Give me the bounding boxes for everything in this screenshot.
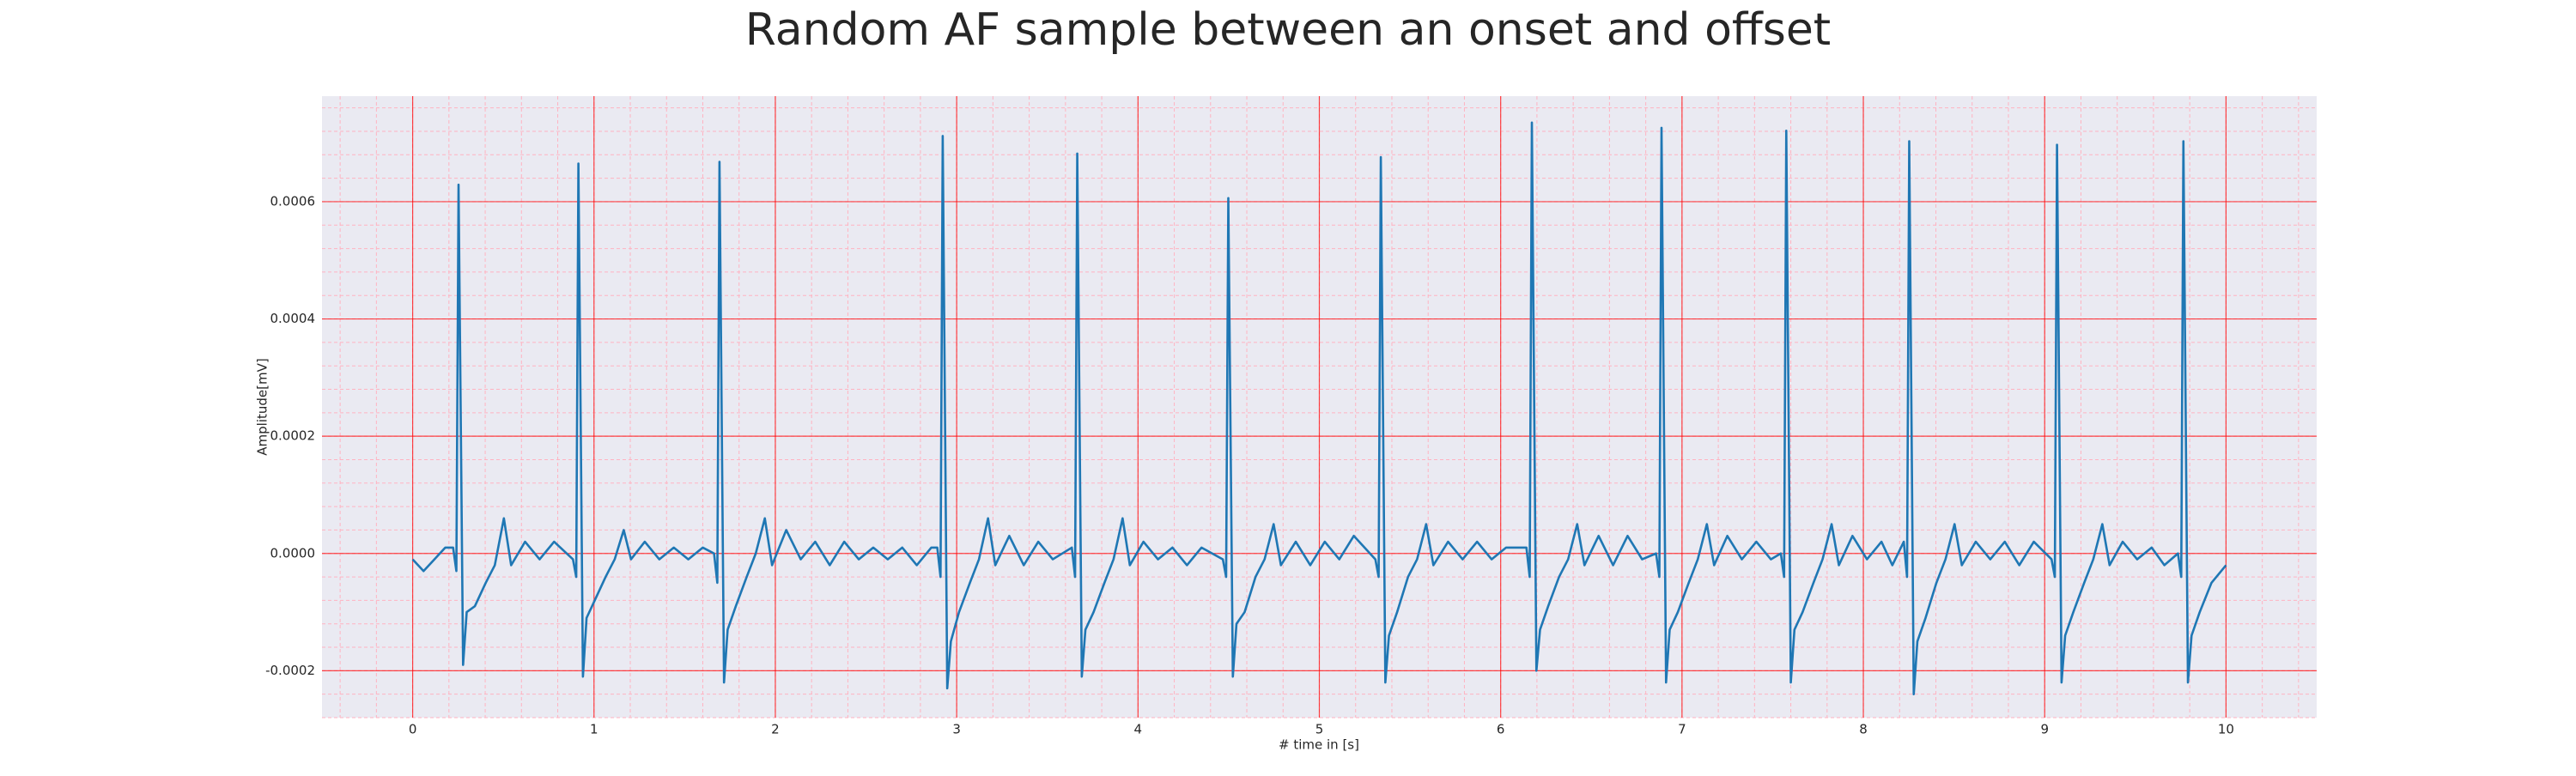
x-tick-label: 9 <box>2040 722 2049 737</box>
x-tick-label: 5 <box>1315 722 1324 737</box>
x-tick-label: 1 <box>590 722 598 737</box>
signal-line <box>411 121 2227 695</box>
x-tick-label: 8 <box>1859 722 1868 737</box>
x-tick-label: 0 <box>409 722 417 737</box>
x-tick-label: 4 <box>1134 722 1143 737</box>
y-tick-label: 0.0002 <box>270 428 316 444</box>
x-axis-label: # time in [s] <box>1279 737 1359 753</box>
y-tick-label: 0.0000 <box>270 545 316 561</box>
y-axis-label: Amplitude[mV] <box>255 358 270 455</box>
x-tick-label: 10 <box>2218 722 2234 737</box>
x-tick-label: 6 <box>1497 722 1505 737</box>
y-tick-label: -0.0002 <box>265 663 315 678</box>
x-tick-label: 7 <box>1678 722 1686 737</box>
y-tick-label: 0.0004 <box>270 311 316 326</box>
x-tick-label: 2 <box>771 722 780 737</box>
chart-title: Random AF sample between an onset and of… <box>745 4 1831 56</box>
x-tick-label: 3 <box>952 722 961 737</box>
y-tick-label: 0.0006 <box>270 193 316 209</box>
